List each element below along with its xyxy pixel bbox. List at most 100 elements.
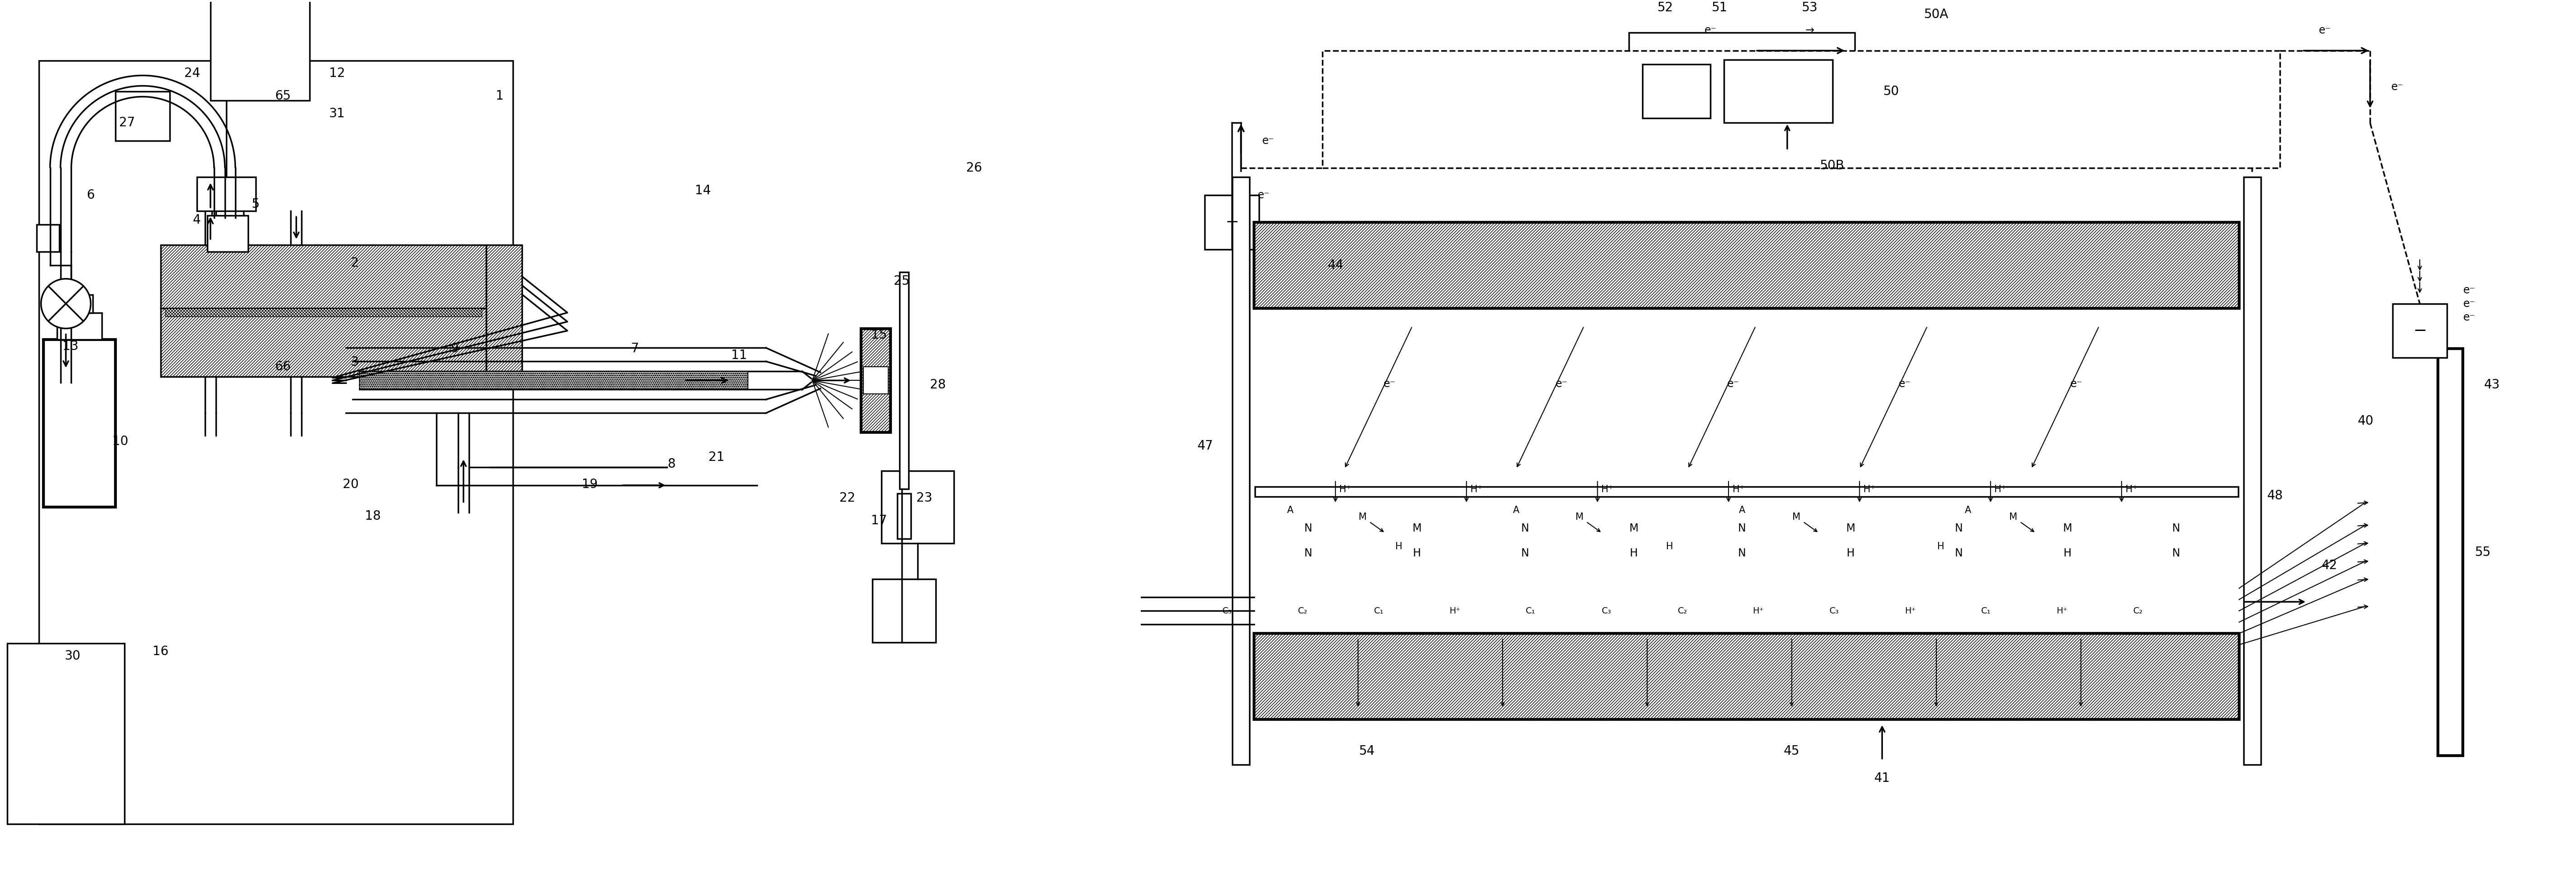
Text: 55: 55 [2476, 546, 2491, 559]
Text: 14: 14 [696, 184, 711, 197]
Text: N: N [1303, 523, 1311, 534]
Text: +: + [1226, 215, 1239, 230]
Text: e⁻: e⁻ [2318, 25, 2331, 36]
Text: 47: 47 [1198, 439, 1213, 453]
Text: N: N [2172, 523, 2179, 534]
Text: 13: 13 [62, 340, 77, 353]
Text: 22: 22 [840, 492, 855, 504]
Bar [2437, 348, 2463, 756]
Text: N: N [1739, 548, 1747, 559]
Text: C₃: C₃ [1602, 607, 1613, 615]
Text: H⁺: H⁺ [1450, 607, 1461, 615]
Text: M: M [1847, 523, 1855, 534]
Text: 6: 6 [88, 189, 95, 201]
Text: 21: 21 [708, 451, 724, 463]
Text: H⁺: H⁺ [1734, 485, 1744, 495]
Text: 19: 19 [582, 478, 598, 491]
Bar [873, 579, 935, 642]
Text: H⁺: H⁺ [1340, 485, 1352, 495]
Text: N: N [1303, 548, 1311, 559]
Bar [1231, 177, 1249, 764]
Text: C₃: C₃ [1221, 607, 1231, 615]
Text: 30: 30 [64, 650, 80, 662]
Bar [1206, 195, 1260, 249]
Text: M: M [1358, 512, 1368, 522]
Text: 8: 8 [667, 458, 675, 470]
Text: C₂: C₂ [1298, 607, 1309, 615]
Text: H⁺: H⁺ [1862, 485, 1875, 495]
Text: 45: 45 [1783, 745, 1801, 757]
Bar [1255, 486, 2239, 497]
Bar [2244, 177, 2262, 764]
Text: M: M [2009, 512, 2017, 522]
Text: 4: 4 [193, 214, 201, 226]
Text: N: N [2172, 548, 2179, 559]
Bar [1255, 222, 2239, 308]
Bar [36, 225, 59, 251]
Text: 52: 52 [1656, 2, 1674, 14]
Text: H⁺: H⁺ [1904, 607, 1917, 615]
Text: H⁺: H⁺ [2125, 485, 2138, 495]
Bar [361, 372, 747, 389]
Text: e⁻: e⁻ [1383, 379, 1396, 389]
Text: e⁻: e⁻ [2463, 298, 2476, 309]
Text: C₂: C₂ [1677, 607, 1687, 615]
Text: 5: 5 [252, 198, 260, 210]
Bar [8, 643, 124, 824]
Bar [860, 329, 891, 432]
Text: A: A [1739, 506, 1747, 515]
Text: A: A [1512, 506, 1520, 515]
Text: H: H [1937, 542, 1945, 551]
Text: 16: 16 [152, 645, 167, 658]
Text: H: H [1847, 548, 1855, 559]
Text: 31: 31 [330, 108, 345, 120]
Text: e⁻: e⁻ [2463, 312, 2476, 323]
Bar [896, 494, 912, 538]
Text: H: H [1631, 548, 1638, 559]
Text: 24: 24 [185, 67, 201, 79]
Text: 53: 53 [1801, 2, 1819, 14]
Text: 50B: 50B [1821, 159, 1844, 172]
Bar [881, 470, 953, 544]
Text: 54: 54 [1360, 745, 1376, 757]
Text: M: M [1793, 512, 1801, 522]
Text: H: H [1667, 542, 1674, 551]
Bar [1321, 51, 2280, 168]
Text: e⁻: e⁻ [1726, 379, 1739, 389]
Text: N: N [1522, 548, 1530, 559]
Text: 40: 40 [2357, 415, 2372, 428]
Bar [1723, 60, 1832, 123]
Text: C₃: C₃ [1829, 607, 1839, 615]
Text: N: N [1955, 548, 1963, 559]
Text: M: M [1628, 523, 1638, 534]
Text: 20: 20 [343, 478, 358, 491]
Circle shape [41, 279, 90, 329]
Text: 11: 11 [732, 349, 747, 362]
Text: N: N [1739, 523, 1747, 534]
Text: 15: 15 [871, 329, 886, 341]
Text: M: M [2063, 523, 2071, 534]
Text: M: M [1412, 523, 1422, 534]
Text: 1: 1 [495, 89, 502, 102]
Text: e⁻: e⁻ [2463, 284, 2476, 296]
Text: 9: 9 [451, 342, 459, 356]
Text: 42: 42 [2321, 560, 2336, 572]
Text: H: H [1412, 548, 1422, 559]
Bar [211, 0, 309, 101]
Text: 2: 2 [350, 257, 358, 269]
Text: 44: 44 [1327, 259, 1345, 272]
Text: N: N [1955, 523, 1963, 534]
Text: 23: 23 [917, 492, 933, 504]
Bar [160, 245, 487, 308]
Text: 27: 27 [118, 117, 134, 129]
Bar [2393, 304, 2447, 358]
Bar [116, 91, 170, 141]
Text: 17: 17 [871, 514, 886, 527]
Text: e⁻: e⁻ [1899, 379, 1911, 389]
Text: H⁺: H⁺ [1602, 485, 1613, 495]
Text: e⁻: e⁻ [1257, 190, 1270, 200]
Text: 12: 12 [330, 67, 345, 79]
Bar [196, 177, 255, 211]
Text: 50A: 50A [1924, 8, 1947, 20]
Text: 41: 41 [1875, 772, 1891, 784]
